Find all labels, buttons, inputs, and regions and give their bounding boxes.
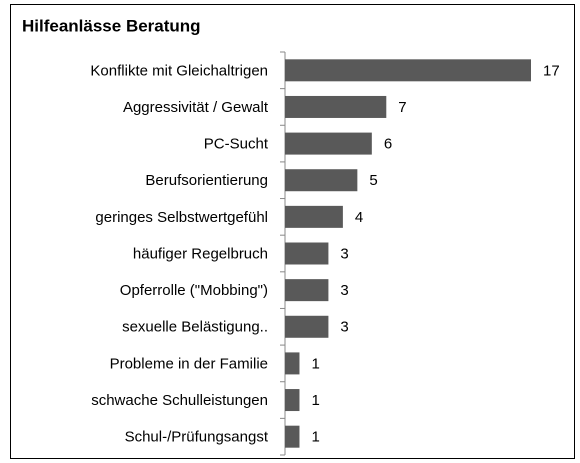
value-label: 3	[340, 319, 348, 336]
bar	[285, 95, 387, 118]
value-label: 1	[311, 355, 319, 372]
bar	[285, 242, 329, 265]
bar	[285, 352, 300, 375]
value-label: 1	[311, 429, 319, 446]
value-label: 1	[311, 392, 319, 409]
y-tick-label: häufiger Regelbruch	[133, 245, 268, 262]
value-label: 6	[384, 136, 392, 153]
bar	[285, 169, 358, 192]
y-tick-label: PC-Sucht	[204, 136, 269, 153]
y-tick-label: Probleme in der Familie	[110, 355, 268, 372]
bar	[285, 59, 531, 82]
value-label: 5	[369, 172, 377, 189]
chart-title: Hilfeanlässe Beratung	[22, 16, 201, 35]
value-label: 4	[355, 209, 363, 226]
bar	[285, 279, 329, 302]
bar	[285, 132, 372, 155]
y-tick-label: Aggressivität / Gewalt	[123, 99, 269, 116]
bar	[285, 425, 300, 448]
value-label: 17	[543, 62, 560, 79]
value-label: 7	[398, 99, 406, 116]
value-label: 3	[340, 282, 348, 299]
bar	[285, 205, 343, 228]
bar	[285, 389, 300, 412]
y-tick-label: Schul-/Prüfungsangst	[125, 429, 269, 446]
y-tick-label: geringes Selbstwertgefühl	[95, 209, 268, 226]
y-tick-label: Konflikte mit Gleichaltrigen	[90, 62, 268, 79]
value-label: 3	[340, 245, 348, 262]
y-tick-label: Opferrolle ("Mobbing")	[120, 282, 268, 299]
y-tick-label: Berufsorientierung	[145, 172, 268, 189]
y-tick-label: sexuelle Belästigung..	[122, 319, 268, 336]
y-tick-label: schwache Schulleistungen	[91, 392, 268, 409]
bar	[285, 315, 329, 338]
